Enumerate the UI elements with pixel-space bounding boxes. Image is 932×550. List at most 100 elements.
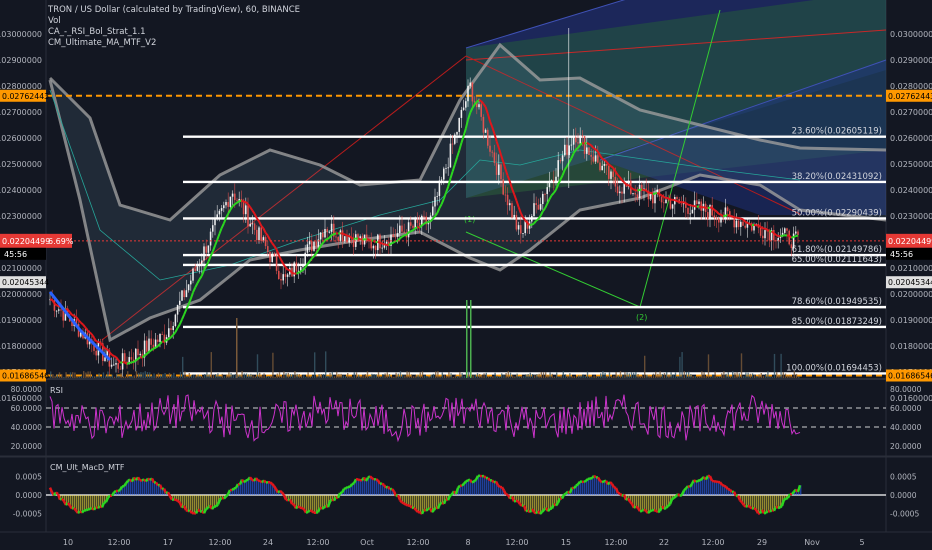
ma-segment xyxy=(152,346,157,350)
pitchfork-median-line[interactable] xyxy=(465,29,887,61)
ma-segment xyxy=(284,266,289,271)
pitchfork-blue-zone[interactable] xyxy=(466,0,886,198)
volume-bar xyxy=(622,374,624,378)
volume-bar xyxy=(353,372,355,378)
indicator-vol[interactable]: Vol xyxy=(48,16,61,26)
volume-bar xyxy=(670,372,672,378)
macd-line-segment xyxy=(465,479,469,483)
macd-line-segment xyxy=(287,498,291,502)
macd-histogram-bar xyxy=(554,495,556,504)
candle-body xyxy=(676,197,678,200)
macd-histogram-bar xyxy=(292,495,294,504)
macd-line-segment xyxy=(487,477,491,482)
volume-bar xyxy=(798,376,800,378)
macd-line-segment xyxy=(127,478,131,482)
ma-segment xyxy=(486,113,491,122)
pitchfork-upper-line[interactable] xyxy=(465,0,886,49)
price-tick-right: 0.02900000 xyxy=(890,56,932,65)
bollinger-lower-band[interactable] xyxy=(48,79,887,343)
volume-bar xyxy=(474,374,476,378)
ma-segment xyxy=(135,358,139,362)
volume-bar xyxy=(157,372,160,378)
trend-line-up[interactable] xyxy=(101,55,467,341)
ma-segment xyxy=(82,323,86,328)
volume-bar xyxy=(573,376,575,378)
macd-line-segment xyxy=(693,479,697,483)
macd-histogram-bar xyxy=(430,495,432,509)
macd-line-segment xyxy=(182,505,188,511)
macd-histogram-bar xyxy=(752,495,754,509)
rsi-line[interactable] xyxy=(49,394,801,443)
candle-body xyxy=(390,234,392,246)
bollinger-basis[interactable] xyxy=(49,89,801,281)
ma-segment xyxy=(396,237,401,242)
macd-line-segment xyxy=(665,505,669,509)
macd-pane-label[interactable]: CM_Ult_MacD_MTF xyxy=(50,463,125,472)
candle-body xyxy=(669,200,672,209)
time-axis[interactable]: 10 12:00 17 12:00 24 12:00 Oct 12:00 8 12:00 15 12:… xyxy=(63,538,865,547)
macd-histogram-bar xyxy=(280,490,282,495)
volume-bar xyxy=(793,371,795,378)
volume-bar xyxy=(677,376,679,378)
candle-body xyxy=(399,225,401,234)
volume-bar xyxy=(437,371,439,378)
price-axis[interactable]: 0.030000000.030000000.029000000.02900000… xyxy=(0,30,932,403)
wave-label-2[interactable]: (2) xyxy=(636,313,647,322)
macd-line-segment xyxy=(563,492,567,496)
chart-title[interactable]: TRON / US Dollar (calculated by TradingV… xyxy=(48,5,301,15)
ma-segment xyxy=(658,193,663,197)
candle-body xyxy=(718,218,720,223)
ma-segment xyxy=(502,161,507,170)
macd-line-segment xyxy=(89,506,93,511)
macd-line-segment xyxy=(436,503,442,510)
macd-line-segment xyxy=(271,482,275,487)
volume-bar xyxy=(149,372,151,378)
ma-segment xyxy=(731,215,735,219)
ma-segment xyxy=(357,237,361,241)
ma-long-blue[interactable] xyxy=(48,291,112,362)
macd-line-segment xyxy=(345,485,349,490)
macd-histogram-bar xyxy=(574,488,576,495)
fib-retracement[interactable]: 23.60%(0.02605119)38.20%(0.02431092)50.0… xyxy=(183,127,886,375)
ma-segment xyxy=(478,99,482,102)
macd-line-segment xyxy=(683,487,687,492)
ma-segment xyxy=(599,154,604,160)
bollinger-upper-band[interactable] xyxy=(48,42,887,222)
indicator-rsi-bol[interactable]: CA_-_RSI_Bol_Strat_1.1 xyxy=(48,27,146,37)
candle-body xyxy=(236,199,238,201)
wave-line[interactable] xyxy=(465,231,641,308)
pitchfork-lower-line[interactable] xyxy=(599,59,887,161)
candle-body xyxy=(423,215,425,217)
ma-segment xyxy=(170,334,174,338)
macd-line-segment xyxy=(367,475,371,479)
macd-histogram-bar xyxy=(544,495,546,510)
volume-bar xyxy=(624,372,626,378)
macd-line-segment xyxy=(645,510,649,514)
indicator-ma-mtf[interactable]: CM_Ultimate_MA_MTF_V2 xyxy=(48,38,157,48)
macd-histogram-bar xyxy=(472,482,474,495)
candle-body xyxy=(121,353,124,370)
candle-body xyxy=(462,107,465,110)
candle-body xyxy=(190,280,192,285)
macd-line-segment xyxy=(575,483,579,487)
price-tick-left: 0.01900000 xyxy=(0,316,42,325)
rsi-pane-label[interactable]: RSI xyxy=(50,386,63,395)
macd-line-segment xyxy=(401,501,405,505)
volume-bar xyxy=(562,371,564,378)
macd-histogram-bar xyxy=(372,478,374,495)
macd-line-segment xyxy=(500,486,506,492)
candle-body xyxy=(416,219,419,223)
candle-body xyxy=(304,252,306,266)
macd-histogram-bar xyxy=(184,495,186,506)
candle-body xyxy=(592,156,595,162)
macd-histogram-bar xyxy=(354,483,356,495)
wave-line-up[interactable] xyxy=(639,9,721,308)
volume-bar xyxy=(186,376,188,378)
rsi-tick-left: 40.0000 xyxy=(11,423,43,432)
trend-line-down[interactable] xyxy=(465,55,801,215)
volume-bar xyxy=(679,356,681,378)
macd-histogram-bar xyxy=(800,485,802,495)
